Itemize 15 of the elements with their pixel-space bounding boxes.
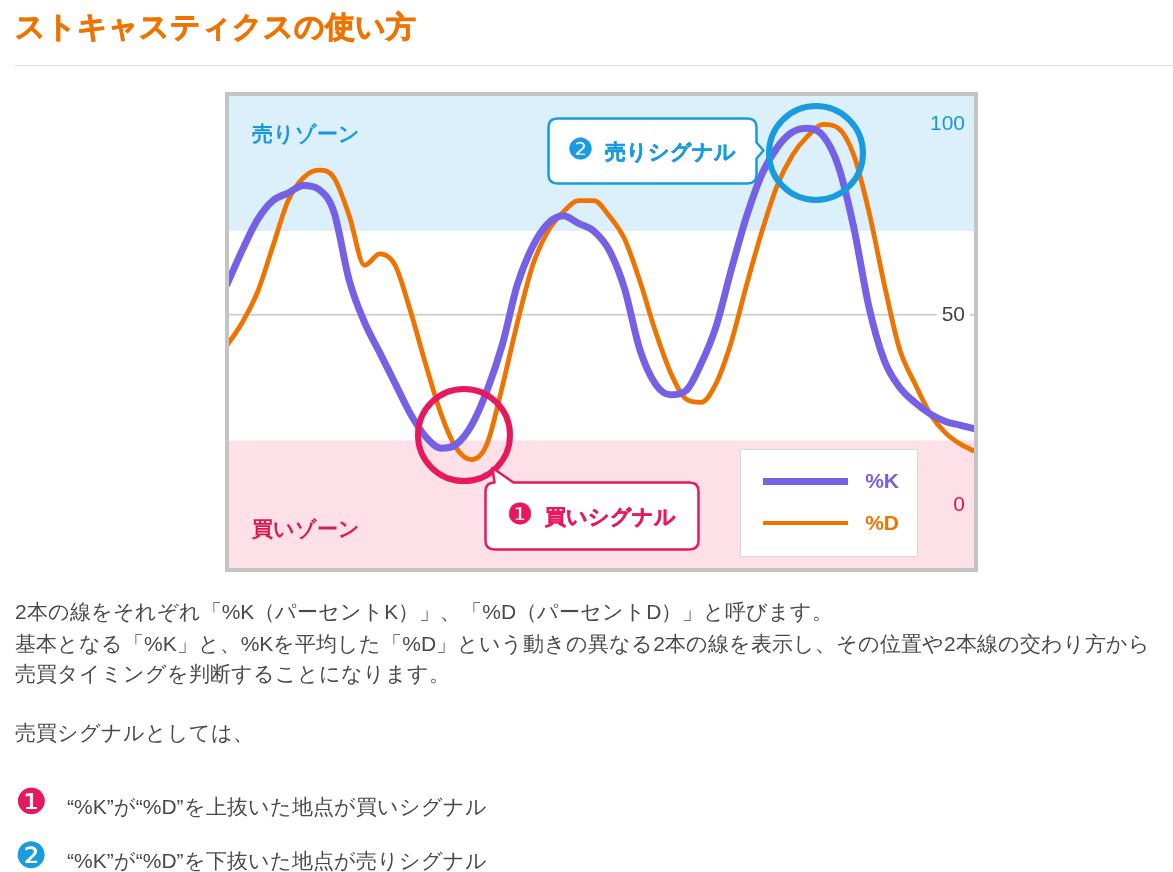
chart-title: ストキャスティクスの使い方: [15, 9, 416, 45]
annotation: ❶ 買いシグナル: [507, 497, 676, 532]
band-label: 買いゾーン: [251, 516, 360, 540]
text: 売買シグナルとしては、: [15, 720, 254, 746]
y-tick-label: 50: [941, 301, 965, 325]
text: ❷ “%K”が“%D”を下抜いた地点が売りシグナル: [15, 835, 487, 872]
text: 基本となる「%K」と、%Kを平均した「%D」という動きの異なる2本の線を表示し、その位置や2本線の交わり方から売買タイミングを判断することになります。: [15, 631, 1151, 687]
text: ❶ “%K”が“%D”を上抜いた地点が買いシグナル: [15, 781, 487, 822]
y-tick-label: 0: [953, 492, 965, 516]
band-label: 売りゾーン: [252, 121, 360, 145]
y-tick-label: 100: [929, 111, 965, 135]
annotation: ❷ 売りシグナル: [567, 132, 737, 167]
legend-label: %D: [865, 511, 899, 535]
legend-label: %K: [865, 469, 899, 493]
text: 2本の線をそれぞれ「%K（パーセントK）」、「%D（パーセントD）」と呼びます。: [15, 599, 834, 625]
